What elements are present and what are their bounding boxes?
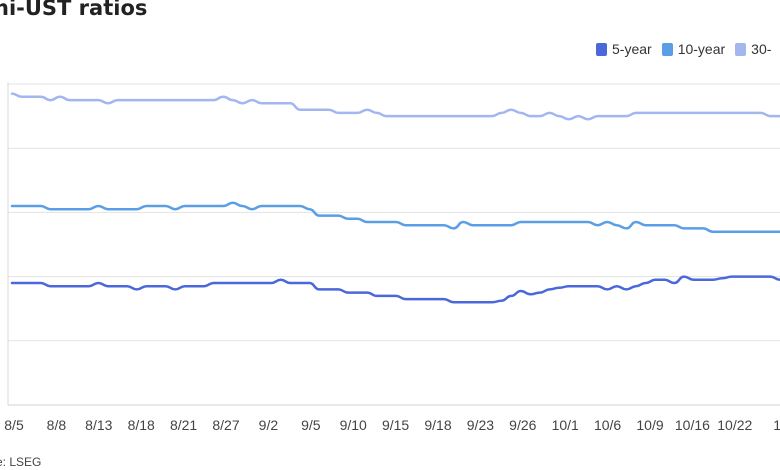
source-note: e: LSEG [0,455,42,469]
legend-item-30-year[interactable]: 30- [735,41,771,57]
legend-label-5-year: 5-year [612,41,652,57]
x-tick-label: 8/18 [128,417,155,433]
legend-swatch-30-year [735,42,747,56]
x-tick-label: 9/10 [340,417,367,433]
x-tick-label: 10/6 [594,417,621,433]
series-line-10-year [10,201,780,233]
x-tick-label: 8/21 [170,417,197,433]
legend-swatch-10-year [661,42,673,56]
x-tick-label: 9/26 [509,417,536,433]
legend-label-30-year: 30- [751,41,772,57]
x-tick-label: 9/23 [467,417,494,433]
x-tick-label: 9/18 [424,417,451,433]
x-tick-label: 9/15 [382,417,409,433]
x-tick-label: 8/27 [212,417,239,433]
x-tick-label: 10/16 [675,417,710,433]
x-tick-label: 10/22 [717,417,752,433]
x-tick-label: 9/2 [259,417,279,433]
legend-swatch-5-year [596,42,607,56]
chart-title: ni-UST ratios [0,0,148,20]
legend-label-10-year: 10-year [677,41,726,57]
x-tick-label: 8/5 [4,417,24,433]
chart-legend: 5-year 10-year 30- [596,41,771,57]
x-tick-label: 8/13 [85,417,112,433]
series-line-30 [10,92,780,121]
legend-item-5-year[interactable]: 5-year [596,41,652,57]
x-tick-label: 9/5 [301,417,321,433]
x-tick-label: 10/9 [636,417,663,433]
series-line-5-year [10,275,780,304]
x-tick-label: 8/8 [47,417,67,433]
legend-item-10-year[interactable]: 10-year [661,41,726,57]
x-tick-label: 1 [773,417,780,433]
x-tick-label: 10/1 [552,417,579,433]
